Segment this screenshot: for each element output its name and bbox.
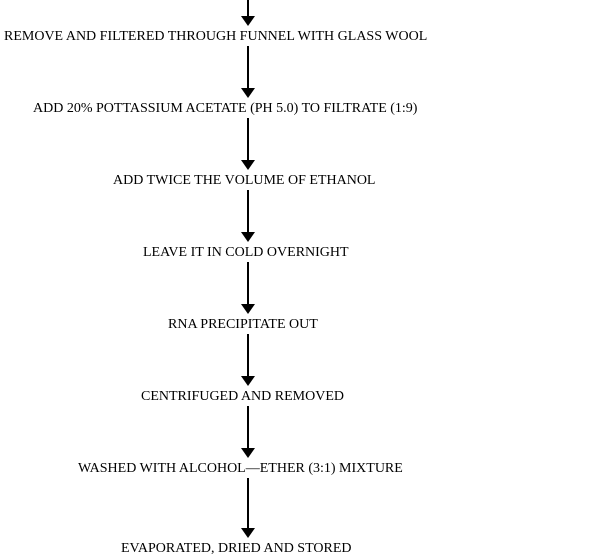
flow-step: REMOVE AND FILTERED THROUGH FUNNEL WITH …: [0, 29, 596, 45]
flow-step-label: REMOVE AND FILTERED THROUGH FUNNEL WITH …: [4, 29, 427, 45]
arrow-line: [247, 190, 249, 234]
flow-step-label: RNA PRECIPITATE OUT: [168, 317, 318, 333]
arrow-line: [247, 262, 249, 306]
flow-step: EVAPORATED, DRIED AND STORED: [0, 541, 596, 557]
flowchart-container: REMOVE AND FILTERED THROUGH FUNNEL WITH …: [0, 0, 596, 557]
flow-step: CENTRIFUGED AND REMOVED: [0, 389, 596, 405]
arrow-head: [241, 88, 255, 98]
arrow-head: [241, 160, 255, 170]
flow-step: LEAVE IT IN COLD OVERNIGHT: [0, 245, 596, 261]
arrow-line: [247, 118, 249, 162]
arrow-line: [247, 46, 249, 90]
flow-step-label: EVAPORATED, DRIED AND STORED: [121, 541, 352, 557]
flow-step-label: CENTRIFUGED AND REMOVED: [141, 389, 344, 405]
flow-step-label: LEAVE IT IN COLD OVERNIGHT: [143, 245, 349, 261]
flow-step-label: WASHED WITH ALCOHOL—ETHER (3:1) MIXTURE: [78, 461, 403, 477]
arrow-line: [247, 478, 249, 530]
flow-step: WASHED WITH ALCOHOL—ETHER (3:1) MIXTURE: [0, 461, 596, 477]
flow-step-label: ADD TWICE THE VOLUME OF ETHANOL: [113, 173, 375, 189]
arrow-head: [241, 16, 255, 26]
arrow-head: [241, 448, 255, 458]
arrow-head: [241, 232, 255, 242]
arrow-line: [247, 406, 249, 450]
flow-step-label: ADD 20% POTTASSIUM ACETATE (PH 5.0) TO F…: [33, 101, 417, 117]
flow-step: ADD TWICE THE VOLUME OF ETHANOL: [0, 173, 596, 189]
flow-step: ADD 20% POTTASSIUM ACETATE (PH 5.0) TO F…: [0, 101, 596, 117]
arrow-head: [241, 304, 255, 314]
arrow-head: [241, 528, 255, 538]
flow-step: RNA PRECIPITATE OUT: [0, 317, 596, 333]
arrow-line: [247, 334, 249, 378]
arrow-head: [241, 376, 255, 386]
